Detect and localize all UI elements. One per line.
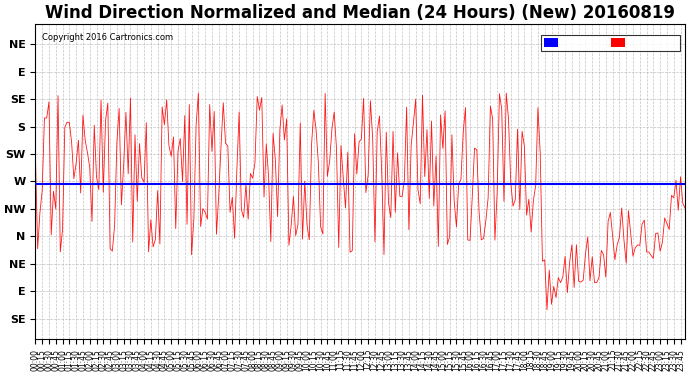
Text: Copyright 2016 Cartronics.com: Copyright 2016 Cartronics.com: [42, 33, 173, 42]
Title: Wind Direction Normalized and Median (24 Hours) (New) 20160819: Wind Direction Normalized and Median (24…: [46, 4, 676, 22]
Legend: Average, Direction: Average, Direction: [541, 35, 680, 51]
